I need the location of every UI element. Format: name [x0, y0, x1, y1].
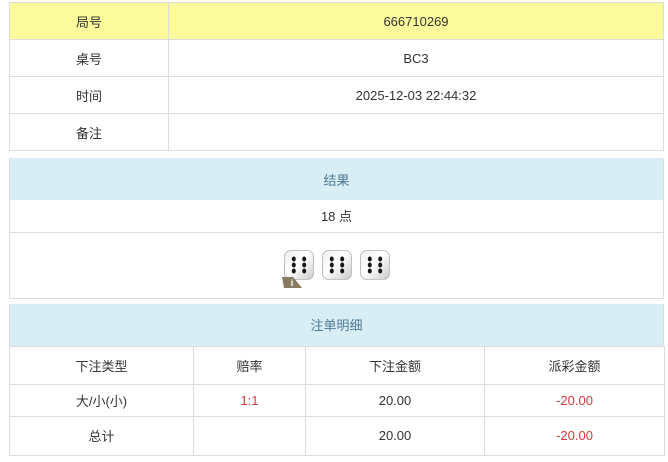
svg-text:i: i — [290, 278, 293, 288]
